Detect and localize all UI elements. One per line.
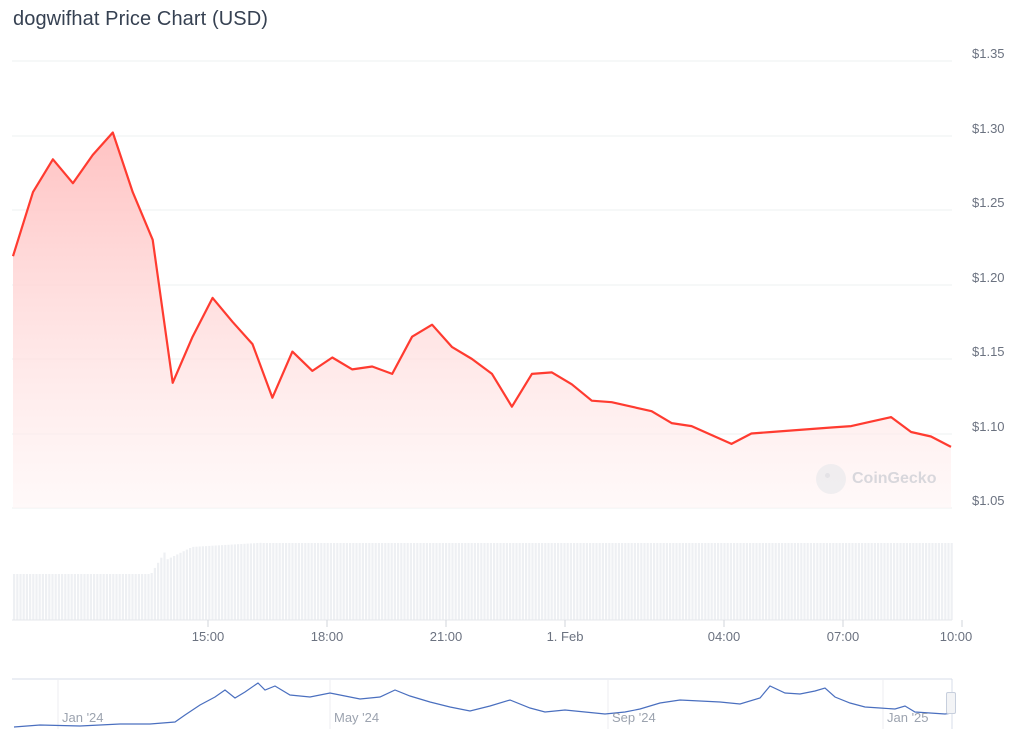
x-axis-label: 04:00 xyxy=(707,629,741,644)
y-axis-label: $1.35 xyxy=(972,46,1005,61)
y-axis-label: $1.10 xyxy=(972,419,1005,434)
navigator-label: May '24 xyxy=(334,710,380,725)
x-axis-label: 15:00 xyxy=(191,629,225,644)
x-axis-label: 07:00 xyxy=(826,629,860,644)
y-axis-label: $1.05 xyxy=(972,493,1005,508)
page-title: dogwifhat Price Chart (USD) xyxy=(13,8,269,30)
price-line xyxy=(11,131,952,448)
y-axis-label: $1.30 xyxy=(972,121,1005,136)
y-axis-label: $1.25 xyxy=(972,195,1005,210)
y-axis-label: $1.20 xyxy=(972,270,1005,285)
navigator-label: Sep '24 xyxy=(612,710,656,725)
navigator-range-handle[interactable] xyxy=(946,692,956,714)
y-axis-label: $1.15 xyxy=(972,344,1005,359)
watermark-text: CoinGecko xyxy=(852,470,937,487)
x-axis-label: 18:00 xyxy=(310,629,344,644)
navigator-label: Jan '24 xyxy=(62,710,104,725)
coingecko-watermark: CoinGecko xyxy=(816,464,936,494)
x-axis-label: 10:00 xyxy=(939,629,973,644)
x-axis-label: 21:00 xyxy=(429,629,463,644)
navigator[interactable] xyxy=(12,678,953,729)
navigator-label: Jan '25 xyxy=(887,710,929,725)
volume-bars xyxy=(13,542,953,620)
x-axis-label: 1. Feb xyxy=(546,629,584,644)
coingecko-logo-icon xyxy=(816,464,846,494)
price-area xyxy=(13,132,951,508)
